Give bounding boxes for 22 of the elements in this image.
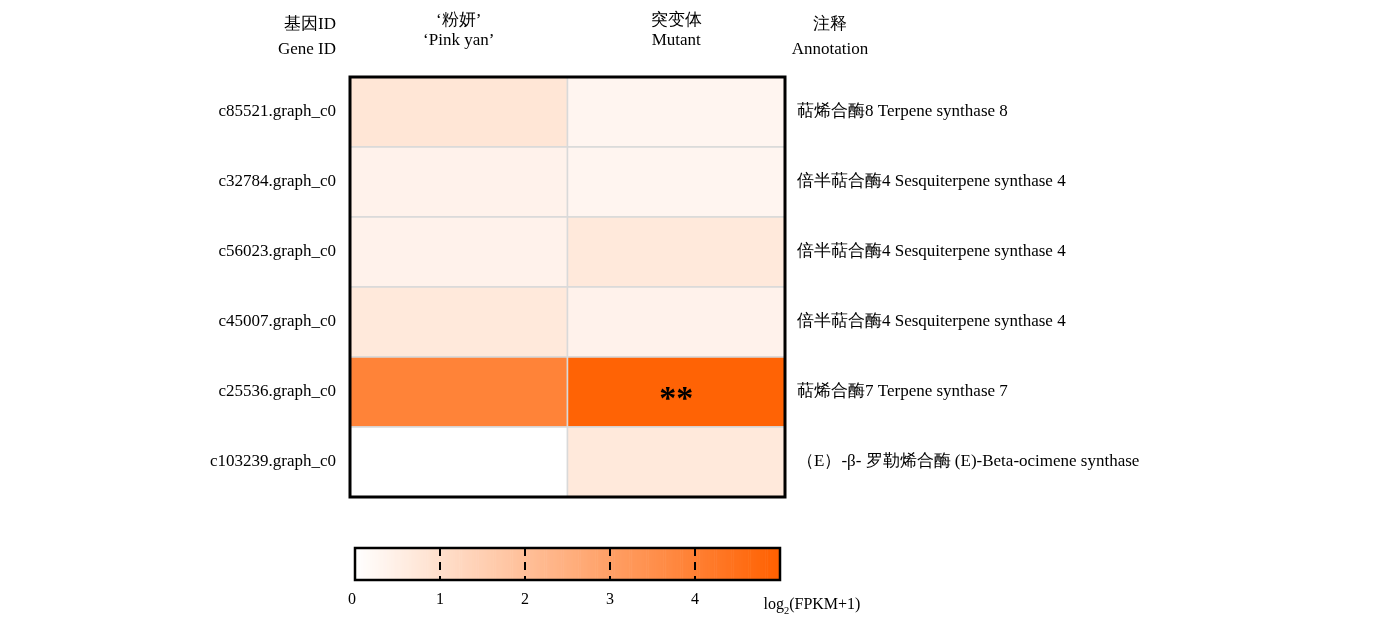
y-tick-label: c45007.graph_c0 [218,311,336,331]
y2-tick-label: 萜烯合酶7 Terpene synthase 7 [797,381,1009,401]
color-bar-label: 2 [521,590,529,607]
y-axis-title: 基因ID Gene ID [277,14,337,58]
color-bar-label: 1 [436,590,444,607]
color-bar-label: 3 [606,590,614,607]
x-tick-label: 突变体 Mutant [650,9,702,50]
y2-tick-label: 倍半萜合酶4 Sesquiterpene synthase 4 [797,171,1067,191]
y2-tick-label: 萜烯合酶8 Terpene synthase 8 [797,101,1008,121]
y2-tick-label: 倍半萜合酶4 Sesquiterpene synthase 4 [797,241,1067,261]
y-tick-label: c32784.graph_c0 [218,171,336,191]
x-tick-label: ‘粉妍’ ‘Pink yan’ [423,9,495,50]
y-tick-label: c85521.graph_c0 [218,101,336,121]
color-bar-label: 4 [691,590,699,607]
annotation: ** [659,378,694,416]
y2-tick-label: （E）-β- 罗勒烯合酶 (E)-Beta-ocimene synthase [797,451,1140,471]
color-bar-label: 0 [348,590,356,607]
y-tick-label: c25536.graph_c0 [218,381,336,401]
y-tick-label: c103239.graph_c0 [209,451,336,471]
y2-tick-label: 倍半萜合酶4 Sesquiterpene synthase 4 [797,311,1067,331]
y-tick-label: c56023.graph_c0 [218,241,336,261]
y2-axis-title: 注释 Annotation [791,14,869,58]
